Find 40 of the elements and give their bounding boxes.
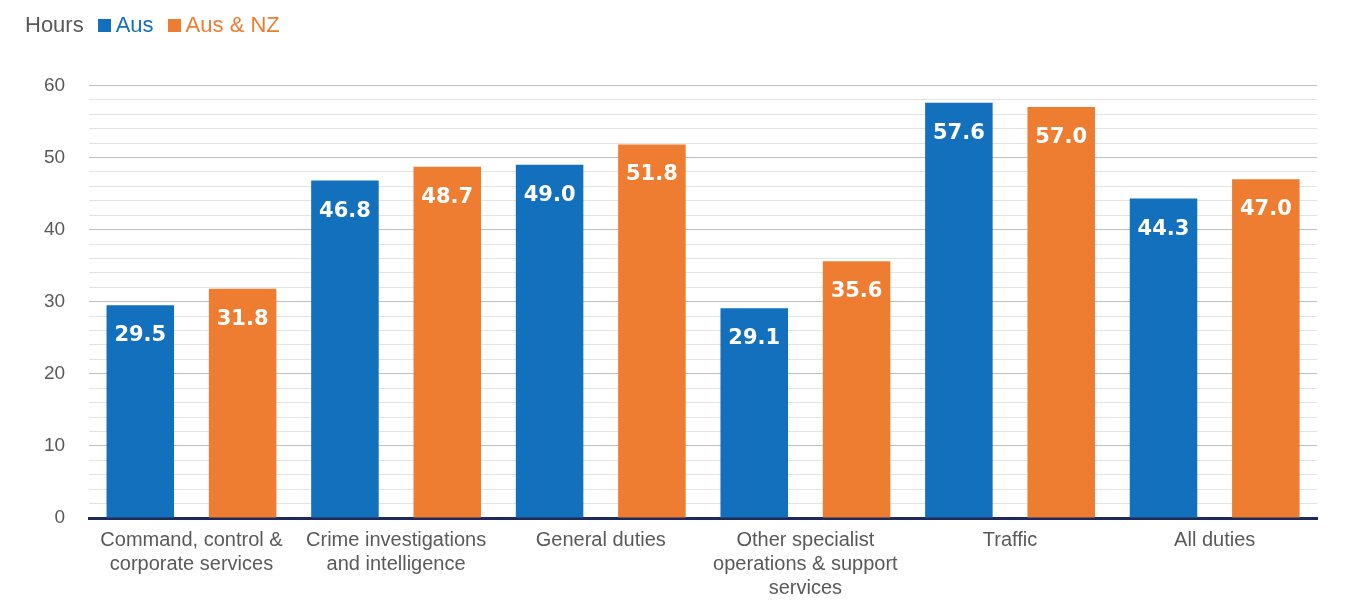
legend-label: Aus: [115, 12, 154, 38]
bar: [618, 144, 686, 518]
bar: [720, 308, 788, 518]
data-label: 48.7: [421, 183, 474, 208]
bar: [106, 305, 175, 518]
x-tick-label: Traffic: [982, 527, 1038, 550]
data-label: 51.8: [625, 161, 678, 186]
data-label: 29.1: [728, 325, 781, 350]
y-tick-label: 30: [43, 289, 66, 311]
y-tick-label: 20: [43, 362, 66, 384]
bar: [413, 166, 482, 518]
bar: [822, 261, 891, 518]
x-tick-label: General duties: [535, 527, 666, 550]
data-label: 57.6: [932, 119, 985, 144]
bar: [311, 180, 379, 518]
x-tick-label: All duties: [1174, 527, 1256, 550]
data-label: 57.0: [1035, 123, 1088, 148]
y-tick-label: 0: [54, 506, 66, 528]
y-tick-label: 40: [43, 217, 66, 239]
bar: [925, 102, 993, 518]
y-axis-title: Hours: [25, 12, 84, 38]
bar: [515, 164, 584, 518]
bar: [1129, 198, 1198, 518]
bar: [1027, 107, 1095, 518]
x-tick-label: Crime investigations and intelligence: [306, 527, 487, 574]
y-tick-label: 50: [43, 145, 66, 167]
data-label: 46.8: [319, 197, 371, 222]
data-label: 47.0: [1239, 196, 1292, 221]
data-label: 49.0: [523, 181, 576, 206]
y-tick-label: 60: [43, 73, 66, 95]
data-label: 44.3: [1137, 215, 1190, 240]
data-label: 31.8: [216, 305, 269, 330]
x-tick-label: Other specialist operations & support services: [713, 527, 899, 598]
bar: [1232, 179, 1300, 518]
y-tick-label: 10: [43, 434, 66, 456]
legend-label: Aus & NZ: [185, 12, 280, 38]
data-label: 29.5: [114, 322, 167, 347]
x-tick-label: Command, control & corporate services: [100, 527, 284, 574]
bar: [208, 288, 277, 518]
data-label: 35.6: [830, 278, 883, 303]
